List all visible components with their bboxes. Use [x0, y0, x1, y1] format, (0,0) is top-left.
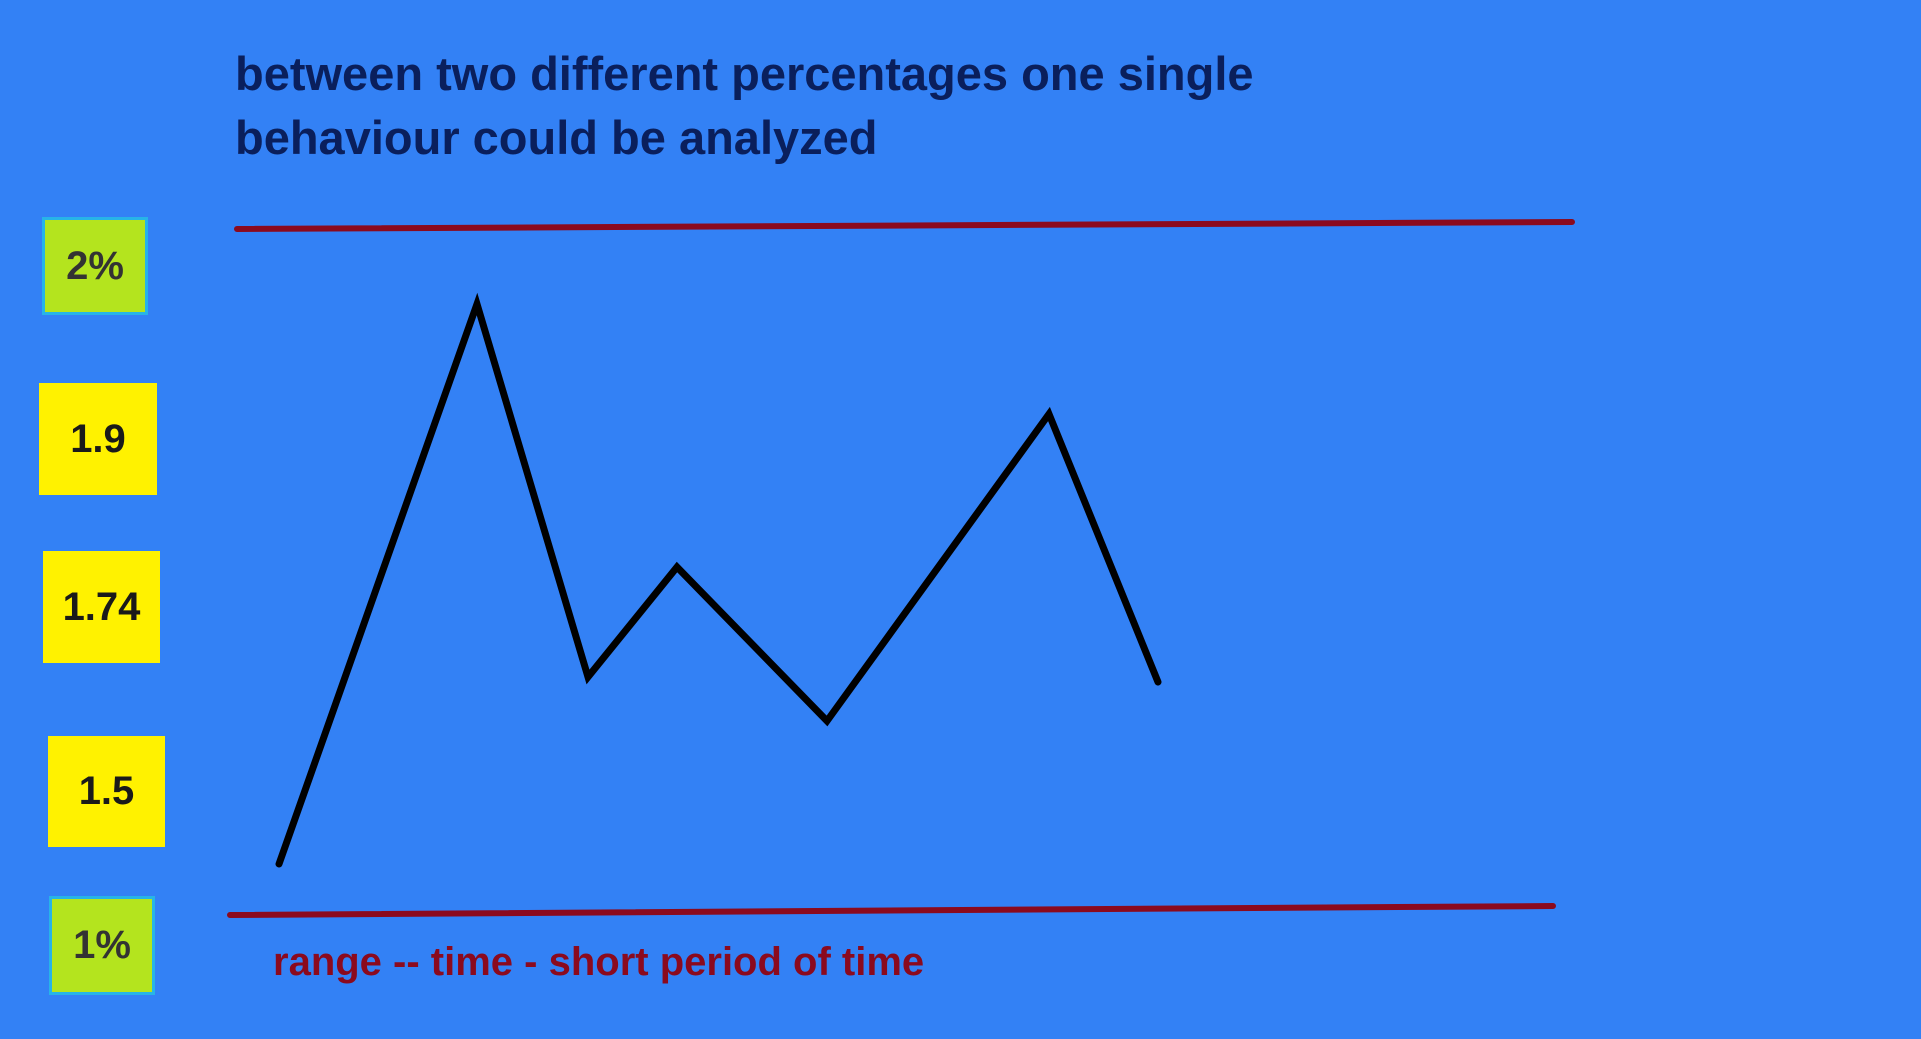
value-label-3: 1.5: [48, 736, 165, 847]
title-line-1: between two different percentages one si…: [235, 47, 1254, 100]
value-text-2: 1.74: [62, 584, 141, 629]
behaviour-path: [275, 292, 1162, 868]
bottom-percent-label: 1%: [49, 896, 155, 995]
value-label-2: 1.74: [43, 551, 160, 663]
value-label-1: 1.9: [39, 383, 157, 495]
lower-range-line: [227, 903, 1556, 918]
upper-range-line: [234, 219, 1575, 232]
value-text-1: 1.9: [70, 416, 126, 461]
top-percent-text: 2%: [66, 243, 124, 288]
range-caption: range -- time - short period of time: [273, 940, 925, 984]
title-line-2: behaviour could be analyzed: [235, 111, 878, 164]
diagram-title: between two different percentages one si…: [235, 42, 1435, 170]
bottom-percent-text: 1%: [73, 923, 131, 967]
value-text-3: 1.5: [78, 769, 135, 813]
top-percent-label: 2%: [42, 217, 148, 315]
